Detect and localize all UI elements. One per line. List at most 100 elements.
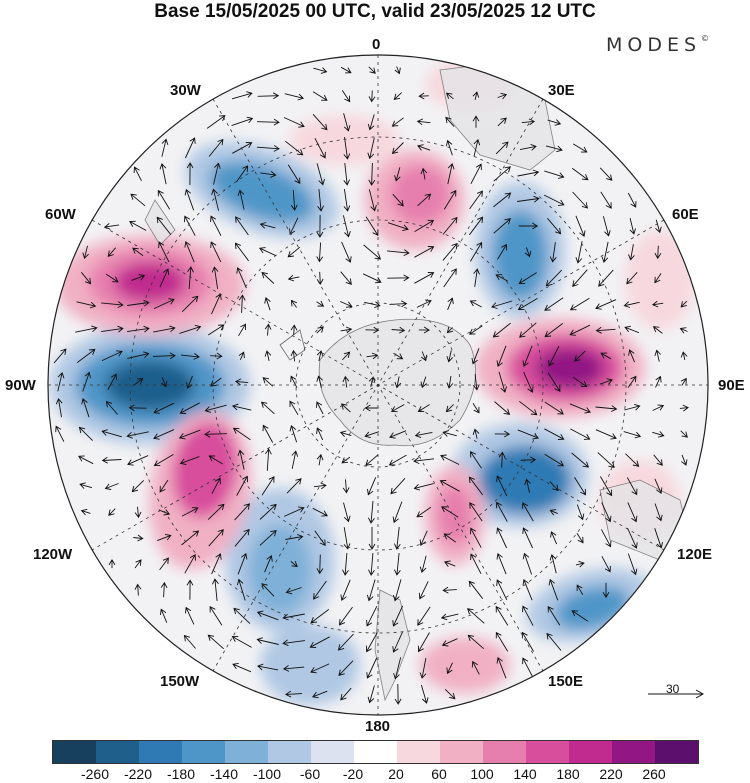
wind-vector [368, 162, 376, 186]
wind-vector [234, 528, 250, 547]
wind-vector [387, 249, 410, 257]
wind-vector [390, 477, 406, 495]
colorbar-tick-label: 220 [599, 766, 623, 782]
wind-vector [495, 141, 509, 155]
wind-vector [595, 299, 617, 310]
wind-vector [184, 188, 195, 211]
wind-vector [256, 118, 280, 126]
wind-vector [545, 145, 563, 153]
wind-vector [522, 502, 534, 522]
wind-vector [258, 247, 277, 257]
wind-vector [522, 345, 533, 368]
wind-vector [519, 400, 538, 416]
wind-vector [80, 508, 91, 516]
wind-vector [264, 296, 271, 311]
wind-vector [572, 269, 588, 287]
wind-vector [443, 560, 456, 567]
wind-vector [316, 163, 325, 186]
lon-label-90w: 90W [5, 377, 36, 394]
brand-mark: © [701, 34, 710, 43]
wind-vector [524, 478, 531, 493]
wind-vector [312, 113, 328, 131]
wind-vector [55, 425, 65, 442]
wind-vector [446, 326, 454, 334]
wind-vector [446, 350, 454, 363]
wind-vector [393, 92, 403, 100]
wind-vector [393, 352, 404, 360]
wind-vector [133, 166, 142, 182]
wind-vector [420, 167, 428, 180]
wind-vector [79, 482, 93, 489]
wind-vector [342, 552, 349, 576]
wind-vector [314, 530, 326, 547]
wind-vector [417, 144, 431, 151]
wind-vector [287, 274, 300, 282]
wind-vector [420, 376, 427, 389]
wind-vector [573, 377, 588, 388]
wind-vector [127, 455, 149, 466]
wind-vector [367, 114, 375, 131]
wind-vector [208, 529, 224, 547]
wind-vector [159, 608, 168, 623]
wind-vector [158, 241, 170, 263]
wind-vector [233, 607, 251, 624]
wind-vector [601, 529, 612, 548]
wind-vector [126, 431, 149, 439]
wind-vector [627, 527, 638, 549]
wind-vector [468, 580, 484, 599]
wind-vector [626, 271, 638, 285]
wind-vector [545, 269, 563, 287]
wind-vector [392, 605, 404, 627]
wind-vector [231, 403, 252, 411]
wind-vector [469, 300, 482, 308]
wind-vector [418, 326, 430, 334]
wind-vector [238, 351, 245, 360]
wind-vector [185, 606, 195, 625]
wind-vector [497, 117, 507, 127]
wind-vector [55, 397, 63, 418]
wind-vector [576, 504, 585, 521]
wind-vector [366, 605, 378, 627]
wind-vector [654, 478, 663, 495]
wind-vector [316, 214, 324, 238]
wind-vector [574, 477, 586, 496]
wind-vector [312, 91, 328, 101]
wind-vector [544, 170, 565, 179]
wind-vector [257, 663, 279, 671]
wind-vector [284, 506, 305, 517]
wind-vector [160, 581, 168, 598]
wind-vector [576, 533, 584, 544]
colorbar-tick-label: 60 [431, 766, 447, 782]
wind-vector [235, 216, 249, 236]
wind-vector [549, 554, 557, 574]
wind-vector [544, 323, 564, 338]
wind-vector [260, 171, 277, 178]
wind-vector [600, 352, 612, 360]
wind-vector [394, 167, 401, 182]
wind-vector [153, 325, 176, 333]
wind-vector [75, 325, 98, 333]
wind-vector [310, 609, 330, 624]
wind-vector [655, 375, 662, 388]
wind-vector [493, 166, 511, 182]
wind-vector [343, 527, 351, 550]
wind-vector [420, 684, 429, 704]
wind-vector [517, 195, 540, 203]
wind-vector [187, 266, 194, 290]
wind-vector [652, 431, 665, 438]
wind-vector [419, 657, 427, 679]
wind-vector [416, 118, 431, 126]
wind-vector [472, 91, 480, 101]
anomaly-cell [114, 262, 186, 302]
colorbar-swatch [612, 741, 655, 763]
wind-vector [207, 503, 225, 520]
wind-vector [364, 404, 379, 412]
wind-vector [522, 605, 534, 626]
wind-vector [652, 326, 663, 334]
wind-vector [76, 348, 96, 363]
wind-vector [680, 377, 687, 386]
wind-vector [439, 480, 460, 492]
wind-vector [473, 138, 481, 157]
wind-vector [264, 554, 273, 573]
wind-vector [419, 555, 427, 574]
